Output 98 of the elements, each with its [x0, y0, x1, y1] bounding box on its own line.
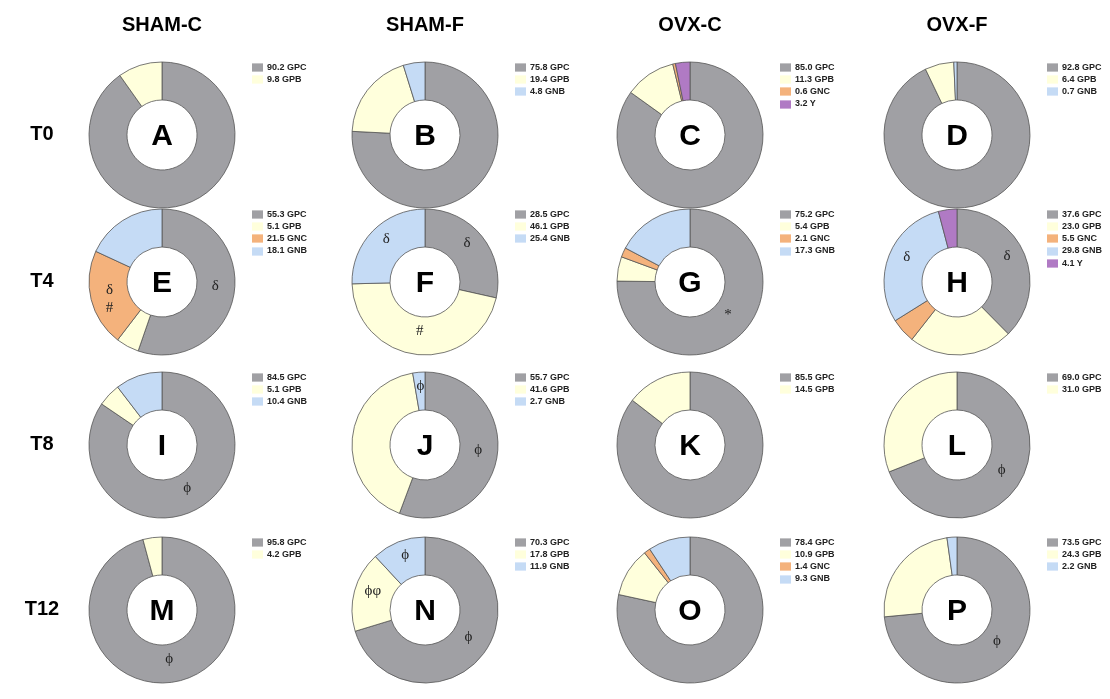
legend-label: 11.3 GPB — [795, 74, 835, 85]
text: F — [414, 264, 436, 300]
legend-label: 37.6 GPC — [1062, 209, 1102, 219]
donut-slice — [354, 536, 499, 684]
text: I — [156, 427, 168, 463]
legend-label: 55.3 GPC — [267, 209, 307, 219]
text: ϕ — [474, 440, 483, 457]
text: ϕ — [401, 545, 410, 562]
legend-label: 10.9 GPB — [795, 549, 835, 560]
text: L — [946, 427, 968, 463]
legend-label: 41.6 GPB — [530, 384, 570, 395]
text: A — [150, 117, 174, 153]
text: δ — [903, 248, 911, 265]
text: K — [678, 427, 702, 463]
legend-label: 75.8 GPC — [530, 62, 570, 72]
donut-slice — [616, 371, 764, 519]
legend-label: 46.1 GPB — [530, 221, 570, 232]
donut-slice — [88, 536, 236, 684]
text: G — [677, 264, 703, 300]
legend-label: 21.5 GNC — [267, 233, 308, 244]
text: ϕ — [997, 461, 1006, 478]
text: ϕ — [165, 649, 174, 666]
legend-label: 78.4 GPC — [795, 537, 835, 547]
text: P — [946, 592, 968, 628]
text: # — [105, 298, 114, 315]
text: δ — [463, 234, 471, 251]
text: ϕ — [464, 628, 473, 645]
text: M — [148, 592, 176, 628]
text: ϕ — [416, 377, 425, 394]
text: H — [945, 264, 969, 300]
text: C — [678, 117, 702, 153]
text: δ — [106, 280, 114, 297]
legend-label: 29.8 GNB — [1062, 245, 1103, 256]
legend-label: 17.3 GNB — [795, 245, 836, 256]
text: ϕ — [183, 478, 192, 495]
text: J — [415, 427, 435, 463]
chart-title: OVX-C — [657, 13, 723, 36]
legend-label: 55.7 GPC — [530, 372, 570, 382]
text: B — [413, 117, 437, 153]
text: ϕφ — [364, 581, 382, 598]
text: δ — [382, 230, 390, 247]
legend-label: 69.0 GPC — [1062, 372, 1102, 382]
legend-label: 0.7 GNB — [1062, 86, 1098, 97]
text: δ — [1003, 247, 1011, 264]
legend-label: 2.7 GNB — [530, 396, 566, 407]
legend-label: 2.2 GNB — [1062, 561, 1098, 572]
legend-label: 9.3 GNB — [795, 573, 831, 584]
donut-slice — [616, 536, 764, 684]
donut-slice — [88, 371, 236, 519]
legend-label: 9.8 GPB — [267, 74, 302, 85]
donut-slice — [883, 536, 1031, 684]
legend-label: 0.6 GNC — [795, 86, 831, 97]
legend-label: 4.1 Y — [1062, 257, 1083, 268]
legend-label: 25.4 GNB — [530, 233, 571, 244]
legend-label: 92.8 GPC — [1062, 62, 1102, 72]
legend-label: 5.5 GNC — [1062, 233, 1098, 244]
legend-label: 2.1 GNC — [795, 233, 831, 244]
text: δ — [211, 276, 219, 293]
text: T8 — [29, 432, 55, 455]
legend-label: 28.5 GPC — [530, 209, 570, 219]
legend-label: 70.3 GPC — [530, 537, 570, 547]
text: T4 — [29, 269, 55, 292]
legend-label: 18.1 GNB — [267, 245, 308, 256]
legend-label: 75.2 GPC — [795, 209, 835, 219]
legend-label: 5.1 GPB — [267, 221, 302, 232]
text: # — [415, 321, 424, 338]
legend-label: 31.0 GPB — [1062, 384, 1102, 395]
legend-label: 10.4 GNB — [267, 396, 308, 407]
text: N — [413, 592, 437, 628]
legend-label: 5.4 GPB — [795, 221, 830, 232]
text: T12 — [23, 597, 61, 620]
legend-label: 19.4 GPB — [530, 74, 570, 85]
legend-label: 3.2 Y — [795, 98, 816, 109]
legend-label: 5.1 GPB — [267, 384, 302, 395]
legend-label: 1.4 GNC — [795, 561, 831, 572]
text: E — [151, 264, 173, 300]
legend-label: 23.0 GPB — [1062, 221, 1102, 232]
legend-label: 4.2 GPB — [267, 549, 302, 560]
legend-label: 11.9 GNB — [530, 561, 570, 572]
chart-title: OVX-F — [925, 13, 989, 36]
text: ϕ — [992, 632, 1001, 649]
text: * — [724, 306, 732, 323]
legend-label: 84.5 GPC — [267, 372, 307, 382]
chart-title: SHAM-C — [121, 13, 203, 36]
legend-label: 85.5 GPC — [795, 372, 835, 382]
legend-label: 17.8 GPB — [530, 549, 570, 560]
legend-label: 95.8 GPC — [267, 537, 307, 547]
legend-label: 14.5 GPB — [795, 384, 835, 395]
legend-label: 85.0 GPC — [795, 62, 835, 72]
legend-label: 6.4 GPB — [1062, 74, 1097, 85]
text: D — [945, 117, 969, 153]
legend-label: 73.5 GPC — [1062, 537, 1102, 547]
legend-label: 4.8 GNB — [530, 86, 566, 97]
legend-label: 90.2 GPC — [267, 62, 307, 72]
legend-label: 24.3 GPB — [1062, 549, 1102, 560]
text: O — [677, 592, 703, 628]
chart-title: SHAM-F — [385, 13, 465, 36]
text: T0 — [29, 122, 55, 145]
